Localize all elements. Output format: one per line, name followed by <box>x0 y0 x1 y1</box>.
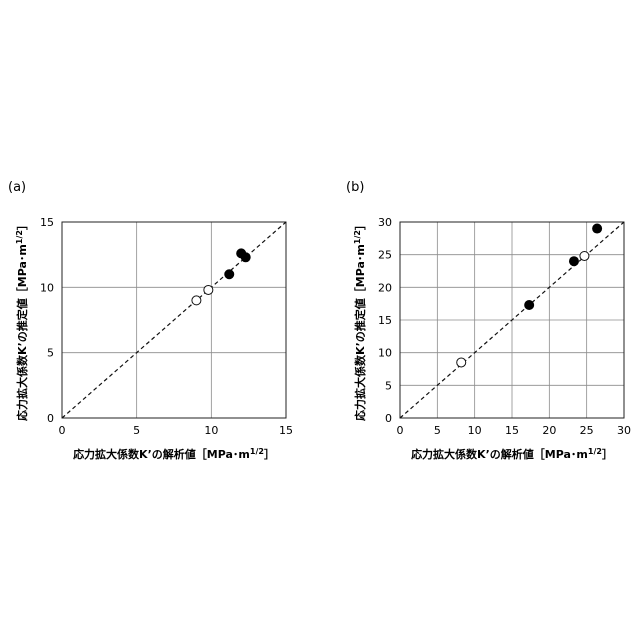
x-axis-label-exponent: 1/2 <box>250 447 264 456</box>
y-tick-label: 10 <box>40 281 54 294</box>
y-tick-label: 5 <box>47 347 54 360</box>
x-tick-label: 5 <box>133 424 140 437</box>
y-tick-label: 15 <box>40 216 54 229</box>
y-tick-label: 5 <box>385 379 392 392</box>
y-axis-label: 応力拡大係数K’の推定値［MPa･m1/2］ <box>15 219 30 421</box>
y-axis-label-exponent: 1/2 <box>15 230 24 244</box>
x-tick-label: 5 <box>434 424 441 437</box>
panel-label: (b) <box>346 180 364 195</box>
panel-label: (a) <box>8 180 26 195</box>
y-axis-label: 応力拡大係数K’の推定値［MPa･m1/2］ <box>353 219 368 421</box>
data-point-open <box>204 285 213 294</box>
x-axis-label-text: 応力拡大係数K’の解析値［MPa･m <box>73 447 250 461</box>
data-point-filled <box>225 270 234 279</box>
data-point-open <box>580 251 589 260</box>
x-tick-label: 25 <box>580 424 594 437</box>
y-tick-label: 15 <box>378 314 392 327</box>
y-tick-label: 20 <box>378 281 392 294</box>
x-tick-label: 20 <box>542 424 556 437</box>
y-axis-label-close: ］ <box>16 219 29 230</box>
x-tick-label: 0 <box>59 424 66 437</box>
y-tick-label: 10 <box>378 347 392 360</box>
y-axis-label-exponent: 1/2 <box>353 230 362 244</box>
x-tick-label: 10 <box>468 424 482 437</box>
y-tick-label: 30 <box>378 216 392 229</box>
data-point-filled <box>593 224 602 233</box>
data-point-filled <box>241 253 250 262</box>
x-tick-label: 0 <box>397 424 404 437</box>
x-tick-label: 10 <box>204 424 218 437</box>
data-point-open <box>457 358 466 367</box>
x-axis-label-exponent: 1/2 <box>588 447 602 456</box>
data-point-filled <box>525 300 534 309</box>
x-axis-label-close: ］ <box>602 448 613 461</box>
y-tick-label: 25 <box>378 249 392 262</box>
x-axis-label-close: ］ <box>264 448 275 461</box>
panel-a: (a)051015051015応力拡大係数K’の解析値［MPa･m1/2］応力拡… <box>8 180 293 461</box>
x-tick-label: 30 <box>617 424 631 437</box>
reference-line-y-equals-x <box>62 222 286 418</box>
y-axis-label-text: 応力拡大係数K’の推定値［MPa･m <box>15 244 29 421</box>
y-axis-label-close: ］ <box>354 219 367 230</box>
y-axis-label-text: 応力拡大係数K’の推定値［MPa･m <box>353 244 367 421</box>
x-axis-label: 応力拡大係数K’の解析値［MPa･m1/2］ <box>73 447 275 462</box>
x-tick-label: 15 <box>505 424 519 437</box>
x-axis-label: 応力拡大係数K’の解析値［MPa･m1/2］ <box>411 447 613 462</box>
data-point-open <box>192 296 201 305</box>
y-tick-label: 0 <box>385 412 392 425</box>
x-tick-label: 15 <box>279 424 293 437</box>
data-point-filled <box>569 257 578 266</box>
panel-b: (b) 0 5 10 15 20 25 30 0 5 10 15 20 25 30 応力拡大係数K’の解析値［… <box>346 180 631 461</box>
x-axis-label-text: 応力拡大係数K’の解析値［MPa･m <box>411 447 588 461</box>
y-tick-label: 0 <box>47 412 54 425</box>
